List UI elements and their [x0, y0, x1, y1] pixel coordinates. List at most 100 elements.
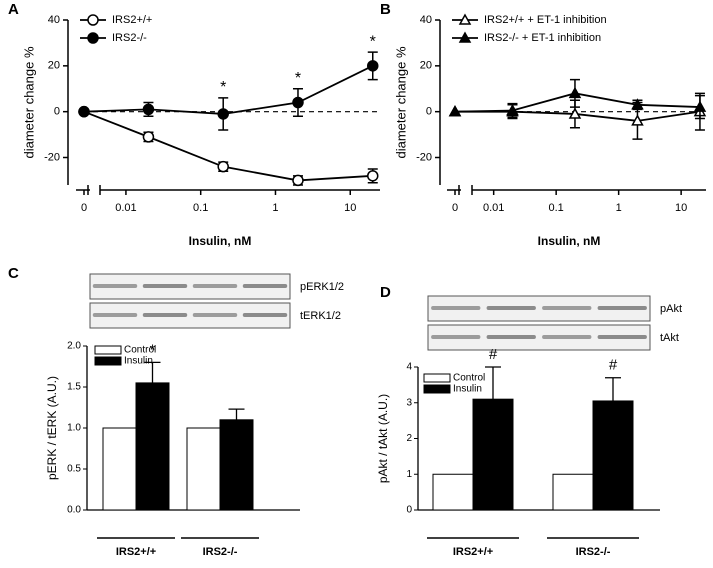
y-tick-label: 1.0 — [67, 423, 81, 434]
bar — [219, 419, 254, 511]
x-tick-label: 0.1 — [549, 202, 564, 214]
y-axis-label: pAkt / tAkt (A.U.) — [376, 394, 390, 483]
y-tick-label: 3 — [406, 397, 412, 408]
data-point — [631, 98, 644, 110]
y-tick-label: 40 — [48, 14, 60, 26]
data-point — [448, 105, 462, 117]
x-axis-label: Insulin, nM — [538, 234, 601, 248]
panel-label: B — [380, 1, 391, 18]
y-tick-label: 1.5 — [67, 382, 81, 393]
bar — [186, 427, 221, 511]
blot-band — [192, 284, 238, 288]
legend-label: IRS2+/+ — [112, 14, 152, 26]
annotation: # — [489, 346, 498, 363]
data-point — [568, 107, 582, 119]
panel-label: D — [380, 284, 391, 301]
y-tick-label: 20 — [48, 60, 60, 72]
legend-marker — [87, 32, 99, 44]
panel-label: C — [8, 265, 19, 282]
x-tick-label: 0.01 — [115, 202, 136, 214]
blot-band — [542, 335, 592, 339]
data-point — [693, 100, 707, 112]
blot-band — [242, 284, 288, 288]
error-bar — [144, 361, 161, 383]
error-bar — [605, 377, 621, 401]
x-tick-label: 1 — [272, 202, 278, 214]
data-point — [78, 105, 90, 118]
series-line — [83, 65, 374, 115]
data-point — [631, 114, 644, 126]
legend-label: Control — [453, 373, 485, 384]
y-tick-label: 0 — [406, 505, 412, 516]
legend-swatch — [94, 345, 122, 355]
x-tick-label: 0 — [452, 202, 458, 214]
data-point — [568, 86, 582, 99]
data-point — [292, 96, 304, 109]
y-axis-label: diameter change % — [393, 46, 408, 158]
bar — [102, 427, 137, 511]
data-point — [292, 174, 304, 187]
bar — [432, 473, 474, 511]
legend-swatch — [423, 373, 451, 383]
blot-band — [431, 306, 481, 310]
annotation: * — [150, 341, 156, 358]
legend-label: Insulin — [453, 384, 482, 395]
blot-band — [542, 306, 592, 310]
error-bar — [228, 408, 245, 420]
annotation: * — [295, 70, 301, 87]
annotation: # — [609, 357, 618, 374]
x-tick-label: IRS2+/+ — [453, 546, 493, 558]
blot-band — [92, 313, 138, 317]
x-tick-label: IRS2-/- — [576, 546, 611, 558]
legend-swatch — [423, 384, 451, 394]
blot-band — [142, 284, 188, 288]
data-point — [367, 60, 379, 72]
y-tick-label: 2 — [406, 433, 412, 444]
x-tick-label: 10 — [675, 202, 687, 214]
legend-swatch — [94, 356, 122, 366]
y-tick-label: -20 — [416, 151, 432, 163]
x-tick-label: 0 — [81, 202, 87, 214]
blot-band — [486, 335, 536, 339]
blot-label: pAkt — [660, 303, 682, 315]
y-axis-label: pERK / tERK (A.U.) — [45, 376, 59, 480]
annotation: * — [220, 79, 226, 96]
legend-marker — [87, 14, 99, 26]
blot-label: pERK1/2 — [300, 281, 344, 293]
y-tick-label: 4 — [406, 362, 412, 373]
annotation: * — [370, 33, 376, 50]
error-bar — [485, 366, 501, 400]
y-tick-label: 0 — [426, 106, 432, 118]
data-point — [142, 131, 155, 143]
x-axis-label: Insulin, nM — [189, 234, 252, 248]
blot-band — [142, 313, 188, 317]
y-tick-label: 20 — [420, 60, 432, 72]
y-tick-label: 1 — [406, 469, 412, 480]
legend-marker — [458, 13, 472, 25]
bar — [552, 473, 594, 511]
x-tick-label: 0.01 — [483, 202, 504, 214]
y-tick-label: 40 — [420, 14, 432, 26]
legend-label: Insulin — [124, 356, 153, 367]
y-axis-label: diameter change % — [21, 46, 36, 158]
data-point — [142, 103, 155, 116]
y-tick-label: 0.0 — [67, 505, 81, 516]
y-tick-label: 0.5 — [67, 464, 81, 475]
bar — [472, 398, 514, 511]
blot-band — [192, 313, 238, 317]
blot-label: tAkt — [660, 332, 679, 344]
x-tick-label: IRS2+/+ — [116, 546, 156, 558]
blot-band — [597, 335, 647, 339]
legend-label: IRS2-/- — [112, 32, 147, 44]
series-line — [83, 110, 373, 182]
blot-band — [92, 284, 138, 288]
legend-label: IRS2+/+ + ET-1 inhibition — [484, 14, 607, 26]
data-point — [217, 160, 229, 173]
blot-band — [597, 306, 647, 310]
bar — [592, 400, 634, 511]
legend-label: Control — [124, 345, 156, 356]
x-tick-label: 1 — [616, 202, 622, 214]
blot-label: tERK1/2 — [300, 310, 341, 322]
blot-band — [431, 335, 481, 339]
